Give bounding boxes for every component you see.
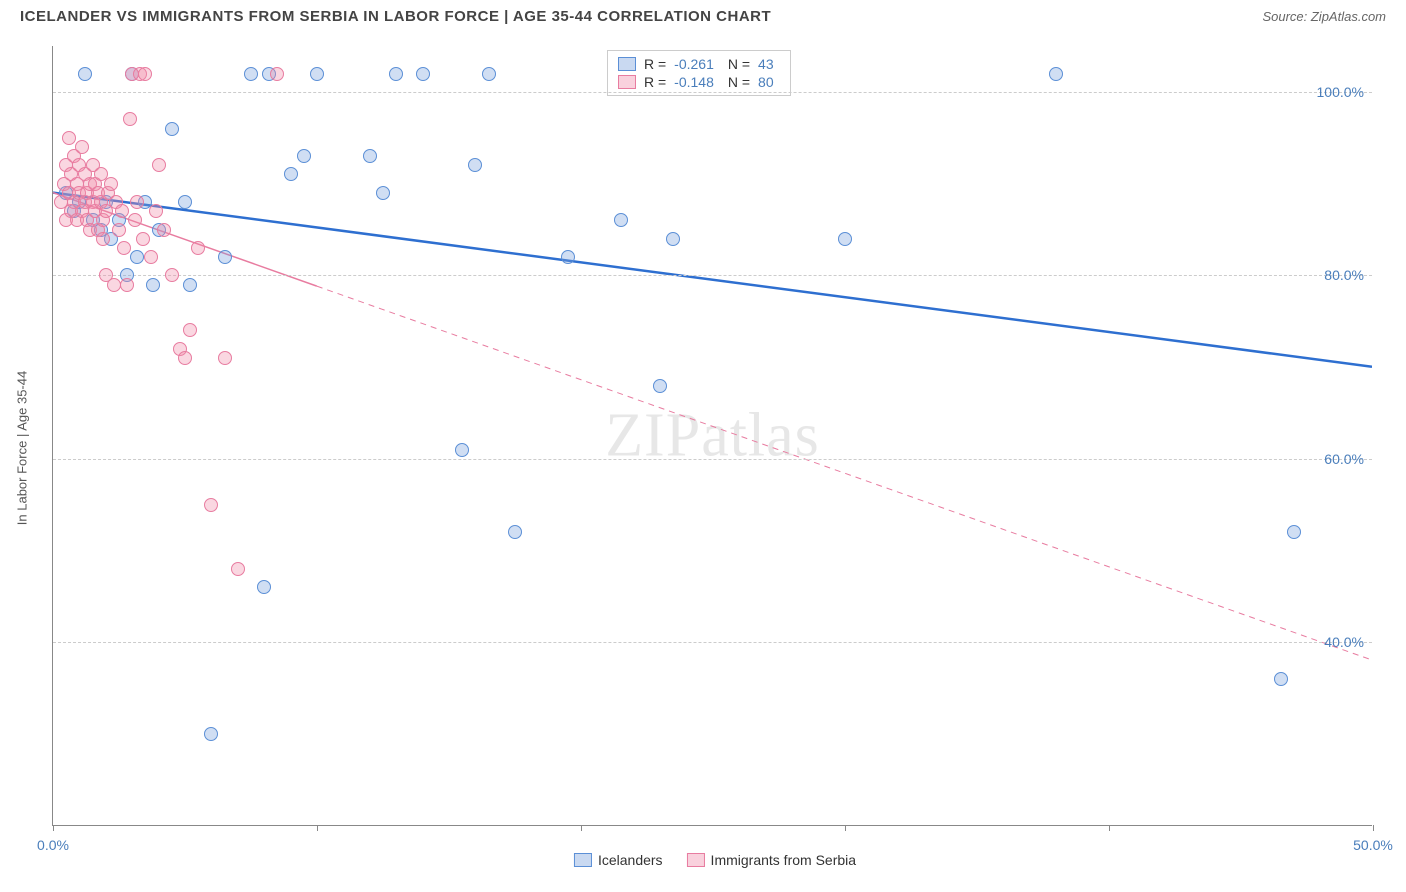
legend-item: Icelanders (574, 852, 663, 868)
trend-lines (53, 46, 1372, 825)
data-point (1274, 672, 1288, 686)
data-point (152, 158, 166, 172)
source-label: Source: ZipAtlas.com (1262, 9, 1386, 24)
gridline (53, 459, 1372, 460)
x-tick-label: 50.0% (1353, 837, 1393, 853)
data-point (270, 67, 284, 81)
data-point (178, 195, 192, 209)
gridline (53, 642, 1372, 643)
y-tick-label: 40.0% (1324, 634, 1364, 650)
data-point (653, 379, 667, 393)
x-tick-label: 0.0% (37, 837, 69, 853)
data-point (115, 204, 129, 218)
data-point (310, 67, 324, 81)
chart-title: ICELANDER VS IMMIGRANTS FROM SERBIA IN L… (20, 8, 771, 25)
data-point (165, 268, 179, 282)
data-point (123, 112, 137, 126)
data-point (468, 158, 482, 172)
data-point (144, 250, 158, 264)
legend-swatch (618, 75, 636, 89)
data-point (257, 580, 271, 594)
data-point (104, 177, 118, 191)
data-point (136, 232, 150, 246)
legend-swatch (574, 853, 592, 867)
data-point (146, 278, 160, 292)
data-point (482, 67, 496, 81)
data-point (284, 167, 298, 181)
data-point (204, 498, 218, 512)
data-point (178, 351, 192, 365)
correlation-legend: R =-0.261N =43R =-0.148N =80 (607, 50, 791, 96)
x-tick-mark (317, 825, 318, 831)
x-tick-mark (53, 825, 54, 831)
data-point (96, 232, 110, 246)
y-tick-label: 80.0% (1324, 267, 1364, 283)
y-tick-label: 100.0% (1317, 84, 1364, 100)
legend-swatch (687, 853, 705, 867)
legend-label: Immigrants from Serbia (711, 852, 856, 868)
data-point (389, 67, 403, 81)
data-point (183, 323, 197, 337)
data-point (218, 250, 232, 264)
data-point (838, 232, 852, 246)
x-tick-mark (1109, 825, 1110, 831)
data-point (107, 278, 121, 292)
legend-label: Icelanders (598, 852, 663, 868)
data-point (376, 186, 390, 200)
gridline (53, 275, 1372, 276)
x-tick-mark (1373, 825, 1374, 831)
stat-row: R =-0.148N =80 (618, 73, 780, 91)
y-tick-label: 60.0% (1324, 451, 1364, 467)
legend-item: Immigrants from Serbia (687, 852, 856, 868)
x-tick-mark (845, 825, 846, 831)
data-point (75, 140, 89, 154)
data-point (112, 223, 126, 237)
data-point (128, 213, 142, 227)
data-point (78, 67, 92, 81)
plot-area: ZIPatlas R =-0.261N =43R =-0.148N =80 40… (52, 46, 1372, 826)
data-point (561, 250, 575, 264)
data-point (1287, 525, 1301, 539)
x-tick-mark (581, 825, 582, 831)
data-point (455, 443, 469, 457)
data-point (120, 278, 134, 292)
data-point (117, 241, 131, 255)
data-point (157, 223, 171, 237)
data-point (130, 195, 144, 209)
data-point (62, 131, 76, 145)
data-point (297, 149, 311, 163)
header: ICELANDER VS IMMIGRANTS FROM SERBIA IN L… (0, 0, 1406, 29)
data-point (138, 67, 152, 81)
chart-container: In Labor Force | Age 35-44 ZIPatlas R =-… (40, 38, 1390, 858)
data-point (508, 525, 522, 539)
data-point (191, 241, 205, 255)
series-legend: Icelanders Immigrants from Serbia (574, 852, 856, 868)
data-point (416, 67, 430, 81)
data-point (1049, 67, 1063, 81)
gridline (53, 92, 1372, 93)
y-axis-label: In Labor Force | Age 35-44 (15, 371, 30, 525)
watermark: ZIPatlas (605, 400, 820, 471)
stat-row: R =-0.261N =43 (618, 55, 780, 73)
data-point (204, 727, 218, 741)
data-point (218, 351, 232, 365)
data-point (165, 122, 179, 136)
data-point (149, 204, 163, 218)
data-point (231, 562, 245, 576)
data-point (363, 149, 377, 163)
data-point (130, 250, 144, 264)
data-point (183, 278, 197, 292)
data-point (614, 213, 628, 227)
data-point (666, 232, 680, 246)
legend-swatch (618, 57, 636, 71)
data-point (244, 67, 258, 81)
